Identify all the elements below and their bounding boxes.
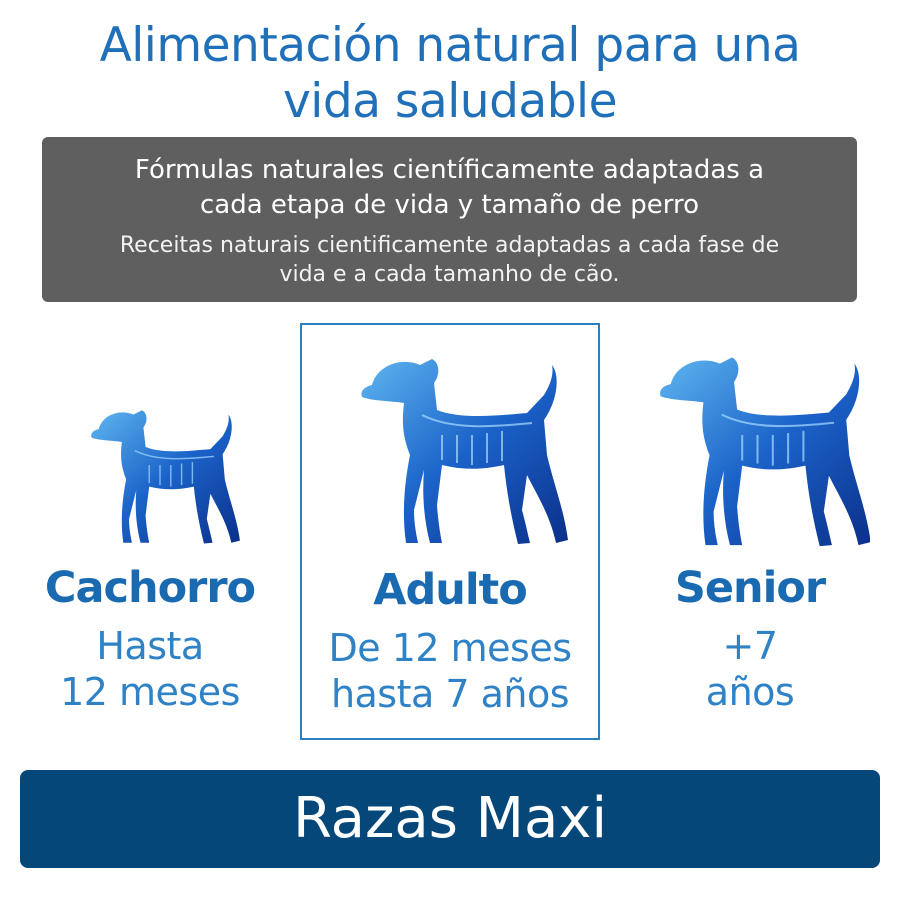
senior-dog-illustration <box>659 356 870 548</box>
spanish-description: Fórmulas naturales científicamente adapt… <box>42 153 857 223</box>
adult-dog-illustration <box>360 358 569 545</box>
breed-size-banner: Razas Maxi <box>20 770 880 868</box>
stage-age: Hasta 12 meses <box>0 623 300 715</box>
stage-cachorro: Cachorro Hasta 12 meses <box>0 323 300 740</box>
stage-senior: Senior +7 años <box>600 323 900 740</box>
page-title: Alimentación natural para una vida salud… <box>0 18 900 130</box>
es-line-1: Fórmulas naturales científicamente adapt… <box>134 155 765 185</box>
title-line-1: Alimentación natural para una <box>99 18 801 73</box>
stage-age: De 12 meses hasta 7 años <box>302 625 598 717</box>
stage-name: Cachorro <box>44 563 256 613</box>
pt-line-2: vida e a cada tamanho de cão. <box>279 262 620 287</box>
age-line-2: 12 meses <box>60 670 240 714</box>
age-line-2: años <box>705 670 795 714</box>
age-line-2: hasta 7 años <box>330 672 570 716</box>
info-box: Fórmulas naturales científicamente adapt… <box>42 137 857 302</box>
stage-adulto: Adulto De 12 meses hasta 7 años <box>300 323 600 740</box>
puppy-dog-illustration <box>90 409 241 545</box>
title-line-2: vida saludable <box>282 74 618 129</box>
stage-age: +7 años <box>600 623 900 715</box>
pt-line-1: Receitas naturais cientificamente adapta… <box>119 233 780 258</box>
age-line-1: De 12 meses <box>328 626 572 670</box>
age-line-1: +7 <box>722 624 778 668</box>
stage-name: Senior <box>674 563 826 613</box>
stage-name: Adulto <box>373 565 528 615</box>
portuguese-description: Receitas naturais cientificamente adapta… <box>42 231 857 289</box>
es-line-2: cada etapa de vida y tamaño de perro <box>199 190 700 220</box>
age-line-1: Hasta <box>96 624 204 668</box>
